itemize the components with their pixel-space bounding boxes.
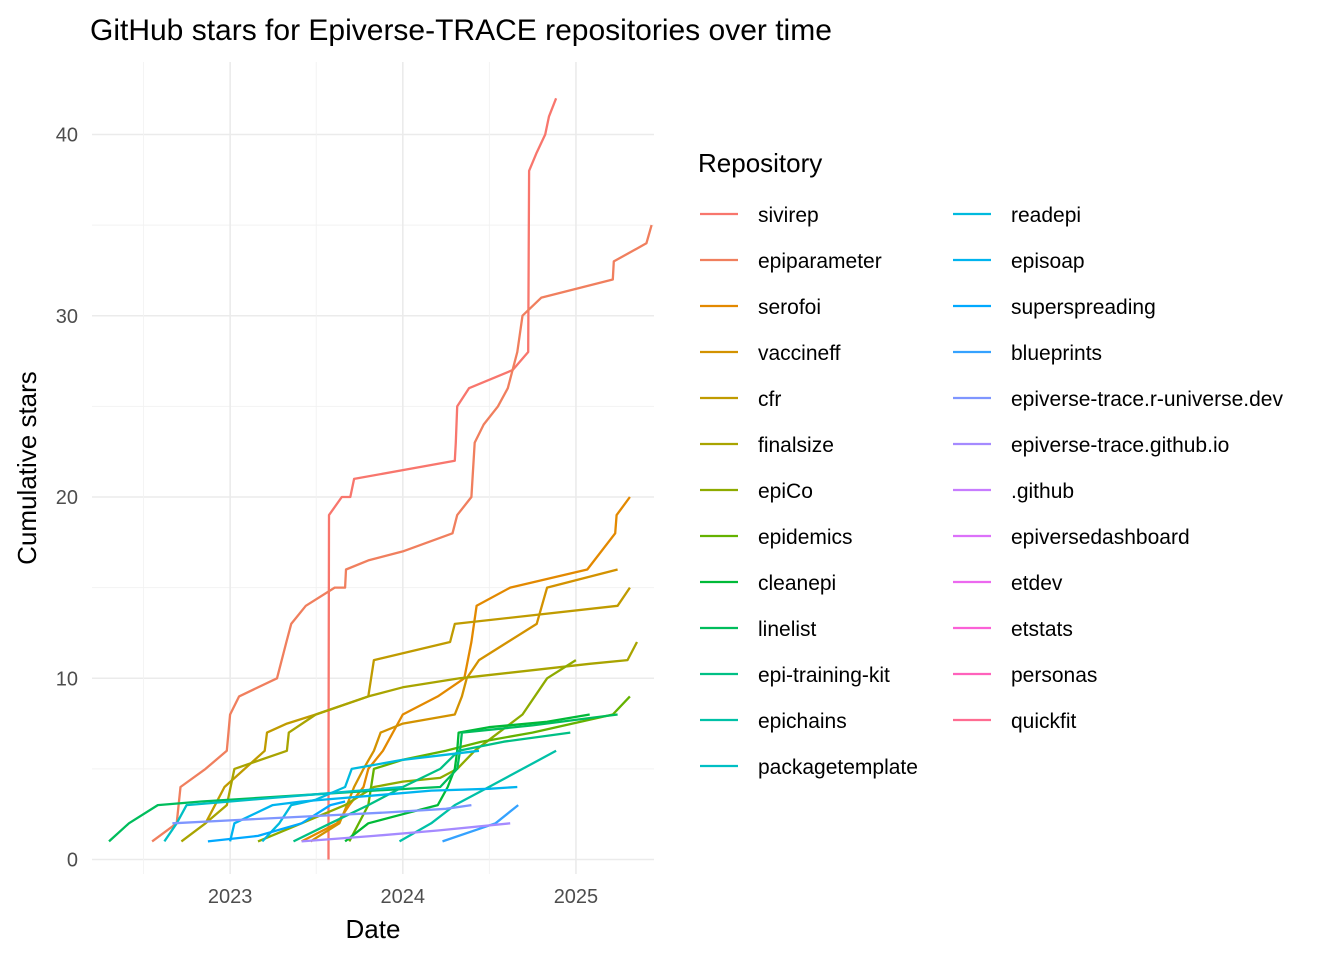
y-tick-label: 10 xyxy=(56,668,78,690)
legend-label: finalsize xyxy=(758,434,834,457)
legend-item-epiparameter: epiparameter xyxy=(700,250,882,273)
legend-label: epidemics xyxy=(758,526,853,549)
x-tick-label: 2025 xyxy=(554,886,599,908)
legend-label: epiverse-trace.r-universe.dev xyxy=(1011,388,1283,411)
legend-item-epiversedashboard: epiversedashboard xyxy=(953,526,1190,549)
series-line-sivirep xyxy=(327,97,558,860)
y-tick-label: 40 xyxy=(56,125,78,147)
legend-title: Repository xyxy=(698,148,822,178)
legend-label: epi-training-kit xyxy=(758,664,890,687)
legend-item-cleanepi: cleanepi xyxy=(700,572,836,595)
legend-label: personas xyxy=(1011,664,1097,687)
legend-label: vaccineff xyxy=(758,342,841,365)
legend-item-epiverse-trace-r-universe-dev: epiverse-trace.r-universe.dev xyxy=(953,388,1283,411)
plot-panel xyxy=(92,62,654,874)
legend-item-epiverse-trace-github-io: epiverse-trace.github.io xyxy=(953,434,1229,457)
legend-label: epichains xyxy=(758,710,847,733)
legend-label: cfr xyxy=(758,388,781,411)
series-line-epiverse-trace-r-universe-dev xyxy=(172,803,472,825)
y-tick-label: 30 xyxy=(56,306,78,328)
legend-item-epichains: epichains xyxy=(700,710,847,733)
legend-item-finalsize: finalsize xyxy=(700,434,834,457)
series-lines xyxy=(108,97,653,860)
series-line-epiparameter xyxy=(151,224,653,843)
legend-item-personas: personas xyxy=(953,664,1097,687)
legend-item-github: .github xyxy=(953,480,1074,503)
legend-item-linelist: linelist xyxy=(700,618,817,641)
legend-label: cleanepi xyxy=(758,572,836,595)
legend-item-epi-training-kit: epi-training-kit xyxy=(700,664,890,687)
legend-item-etdev: etdev xyxy=(953,572,1063,595)
series-line-epiverse-trace-github-io xyxy=(301,822,511,843)
legend-item-packagetemplate: packagetemplate xyxy=(700,756,918,779)
series-line-finalsize xyxy=(180,641,639,843)
legend-item-etstats: etstats xyxy=(953,618,1073,641)
series-line-readepi xyxy=(261,749,480,843)
legend-item-epico: epiCo xyxy=(700,480,813,503)
legend-label: episoap xyxy=(1011,250,1085,273)
legend-item-quickfit: quickfit xyxy=(953,710,1077,733)
legend-label: epiparameter xyxy=(758,250,882,273)
x-tick-label: 2023 xyxy=(208,886,253,908)
legend-item-episoap: episoap xyxy=(953,250,1085,273)
series-line-superspreading xyxy=(207,800,346,843)
legend-item-serofoi: serofoi xyxy=(700,296,821,319)
series-line-linelist xyxy=(108,713,618,843)
series-line-vaccineff xyxy=(309,568,618,843)
series-line-epico xyxy=(257,659,577,843)
x-axis-title: Date xyxy=(346,914,401,944)
legend-label: etdev xyxy=(1011,572,1063,595)
series-line-epi-training-kit xyxy=(292,731,571,843)
legend-label: packagetemplate xyxy=(758,756,918,779)
legend-label: superspreading xyxy=(1011,296,1156,319)
y-axis-title: Cumulative stars xyxy=(12,371,42,565)
series-line-epidemics xyxy=(348,695,631,842)
legend-label: serofoi xyxy=(758,296,821,319)
legend-item-epidemics: epidemics xyxy=(700,526,853,549)
legend-item-sivirep: sivirep xyxy=(700,204,819,227)
series-line-packagetemplate xyxy=(163,785,403,843)
axis-ticks: 0 10 20 30 40 2023 2024 2025 xyxy=(56,125,598,909)
legend-label: epiverse-trace.github.io xyxy=(1011,434,1229,457)
series-line-episoap xyxy=(228,785,518,842)
series-line-blueprints xyxy=(442,804,519,843)
legend-label: quickfit xyxy=(1011,710,1077,733)
legend-label: epiversedashboard xyxy=(1011,526,1190,549)
legend-label: sivirep xyxy=(758,204,819,227)
legend-label: readepi xyxy=(1011,204,1081,227)
legend-label: epiCo xyxy=(758,480,813,503)
legend-item-readepi: readepi xyxy=(953,204,1081,227)
legend-item-vaccineff: vaccineff xyxy=(700,342,841,365)
legend-label: .github xyxy=(1011,480,1074,503)
legend-item-superspreading: superspreading xyxy=(953,296,1156,319)
legend-label: linelist xyxy=(758,618,817,641)
legend-label: blueprints xyxy=(1011,342,1102,365)
x-tick-label: 2024 xyxy=(381,886,426,908)
series-line-epichains xyxy=(398,749,557,843)
grid-lines xyxy=(92,62,654,874)
y-tick-label: 0 xyxy=(67,850,78,872)
legend: Repository sivirep epiparameter serofoi vac… xyxy=(698,148,1283,779)
legend-item-blueprints: blueprints xyxy=(953,342,1102,365)
legend-label: etstats xyxy=(1011,618,1073,641)
chart-title: GitHub stars for Epiverse-TRACE reposito… xyxy=(90,14,832,47)
legend-item-cfr: cfr xyxy=(700,388,781,411)
y-tick-label: 20 xyxy=(56,487,78,509)
series-line-cleanepi xyxy=(344,713,590,843)
